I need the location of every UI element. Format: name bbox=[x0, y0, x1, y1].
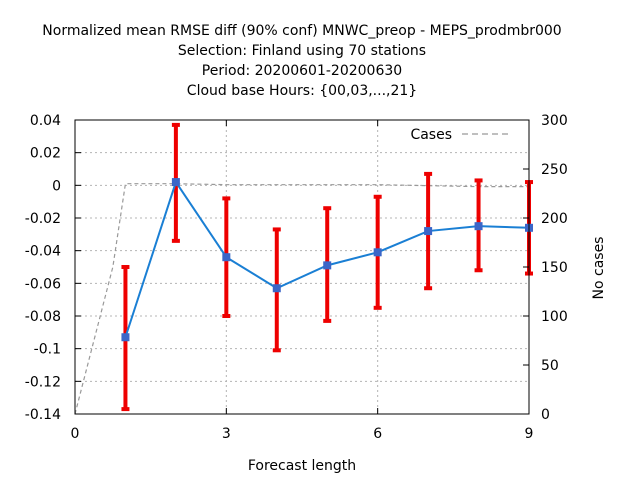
y-tick-label: -0.1 bbox=[34, 342, 61, 358]
y-tick-label: -0.12 bbox=[25, 374, 61, 390]
title-line: Selection: Finland using 70 stations bbox=[178, 43, 426, 59]
y-tick-label: 0 bbox=[52, 178, 61, 194]
data-point bbox=[424, 227, 433, 236]
y2-axis-label: No cases bbox=[591, 237, 607, 300]
x-tick-label: 6 bbox=[373, 426, 382, 442]
cases-line bbox=[74, 183, 529, 415]
x-tick-label: 0 bbox=[71, 426, 80, 442]
title-line: Cloud base Hours: {00,03,...,21} bbox=[187, 83, 417, 99]
data-point bbox=[272, 284, 281, 293]
y2-tick-label: 50 bbox=[541, 358, 559, 374]
title-line: Period: 20200601-20200630 bbox=[202, 63, 402, 79]
y-tick-label: -0.08 bbox=[25, 309, 61, 325]
legend: Cases bbox=[410, 127, 512, 143]
x-tick-label: 9 bbox=[525, 426, 534, 442]
y2-tick-label: 300 bbox=[541, 113, 568, 129]
y-tick-label: -0.02 bbox=[25, 211, 61, 227]
rmse-diff-series bbox=[121, 122, 533, 412]
x-axis-label: Forecast length bbox=[248, 458, 356, 474]
y-tick-label: 0.02 bbox=[30, 146, 61, 162]
data-point bbox=[222, 253, 231, 262]
cases-series bbox=[74, 183, 529, 415]
y-tick-label: -0.04 bbox=[25, 244, 61, 260]
y-tick-label: -0.14 bbox=[25, 407, 61, 423]
y2-tick-label: 100 bbox=[541, 309, 568, 325]
data-point bbox=[171, 178, 180, 187]
x-tick-label: 3 bbox=[222, 426, 231, 442]
axes: 0 3 6 9 -0.14 -0.12 -0.1 -0.08 -0.06 -0.04 -0.02 0 0… bbox=[25, 113, 607, 474]
data-point bbox=[373, 248, 382, 257]
y2-tick-label: 150 bbox=[541, 260, 568, 276]
y-tick-label: -0.06 bbox=[25, 276, 61, 292]
y-tick-label: 0.04 bbox=[30, 113, 61, 129]
grid bbox=[75, 120, 529, 414]
plot-frame bbox=[74, 119, 530, 415]
title-line: Normalized mean RMSE diff (90% conf) MNW… bbox=[42, 23, 561, 39]
data-point bbox=[121, 333, 130, 342]
data-point bbox=[323, 261, 332, 270]
y2-tick-label: 200 bbox=[541, 211, 568, 227]
chart-title: Normalized mean RMSE diff (90% conf) MNW… bbox=[42, 23, 561, 99]
y2-tick-label: 0 bbox=[541, 407, 550, 423]
data-point bbox=[474, 222, 483, 231]
legend-label-cases: Cases bbox=[410, 127, 452, 143]
y2-tick-label: 250 bbox=[541, 162, 568, 178]
